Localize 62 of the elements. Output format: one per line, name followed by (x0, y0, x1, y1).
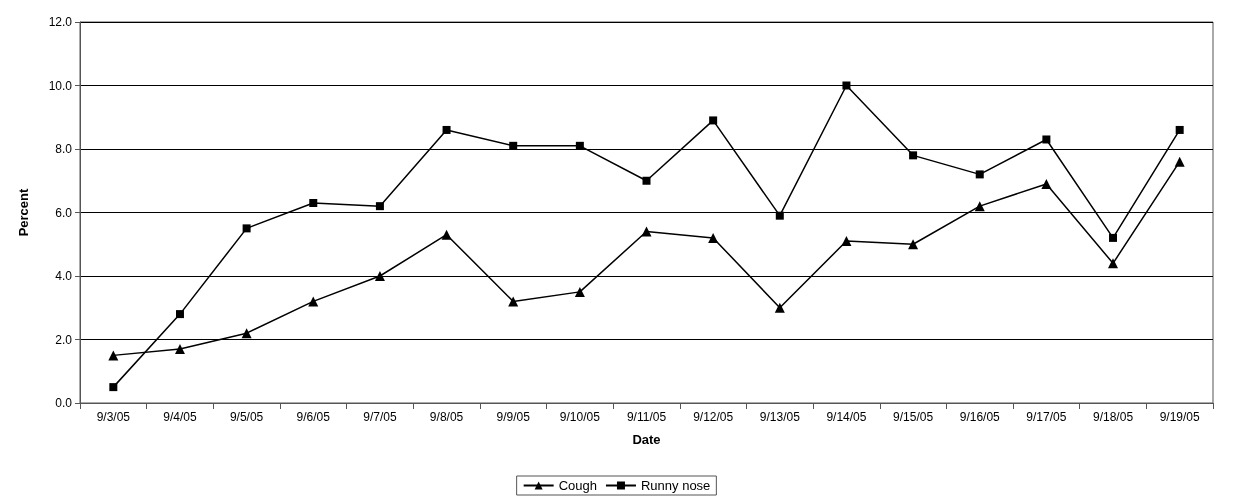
x-tick-label: 9/13/05 (759, 410, 801, 424)
point (708, 232, 719, 243)
point (375, 202, 384, 211)
x-tick-label: 9/7/05 (363, 410, 397, 424)
point (1109, 233, 1118, 242)
y-tick-label: 0.0 (55, 396, 73, 410)
point (109, 383, 118, 392)
y-tick-label: 8.0 (55, 142, 73, 156)
point (1108, 258, 1119, 269)
x-tick-label: 9/8/05 (429, 410, 464, 424)
y-tick-label: 10.0 (48, 78, 73, 93)
point (1174, 156, 1185, 167)
x-tick-label: 9/15/05 (893, 410, 934, 424)
x-axis-title: Date (632, 432, 661, 447)
point (308, 296, 319, 307)
point (841, 236, 852, 247)
point (309, 198, 318, 207)
point (574, 286, 585, 297)
point (774, 302, 785, 313)
point (1042, 135, 1051, 144)
y-axis-title: Percent (16, 187, 31, 237)
point (641, 226, 652, 237)
point (441, 229, 452, 240)
point (642, 176, 651, 185)
point (442, 125, 451, 134)
point (1041, 178, 1052, 189)
point (909, 151, 918, 160)
y-tick-label: 2.0 (55, 332, 73, 347)
point (975, 170, 984, 179)
x-tick-label: 9/9/05 (496, 410, 531, 424)
y-tick-label: 6.0 (55, 205, 73, 220)
legend-label: Cough (558, 478, 597, 493)
point (842, 81, 851, 90)
point (575, 141, 584, 150)
point (775, 211, 784, 220)
point (1175, 125, 1184, 134)
point (174, 344, 185, 355)
x-tick-label: 9/17/05 (1026, 410, 1067, 424)
x-tick-label: 9/4/05 (163, 410, 197, 424)
x-tick-label: 9/14/05 (826, 410, 867, 424)
x-tick-label: 9/10/05 (559, 410, 601, 424)
x-tick-label: 9/18/05 (1093, 410, 1134, 424)
point (509, 141, 518, 150)
point (709, 116, 718, 125)
y-tick-label: 12.0 (48, 15, 73, 29)
point (908, 239, 919, 250)
x-tick-label: 9/11/05 (626, 410, 667, 424)
point (241, 328, 252, 339)
x-tick-label: 9/3/05 (96, 410, 131, 424)
point (374, 271, 385, 281)
point (175, 310, 184, 319)
x-tick-label: 9/19/05 (1159, 410, 1201, 424)
x-tick-label: 9/6/05 (296, 410, 331, 424)
x-tick-label: 9/12/05 (693, 410, 734, 424)
point (974, 201, 985, 212)
y-tick-label: 4.0 (55, 269, 73, 283)
point (242, 224, 251, 233)
x-tick-label: 9/16/05 (959, 410, 1001, 424)
point (508, 296, 519, 307)
x-tick-label: 9/5/05 (229, 410, 264, 424)
point (108, 350, 119, 361)
legend-label: Runny nose (640, 478, 711, 493)
